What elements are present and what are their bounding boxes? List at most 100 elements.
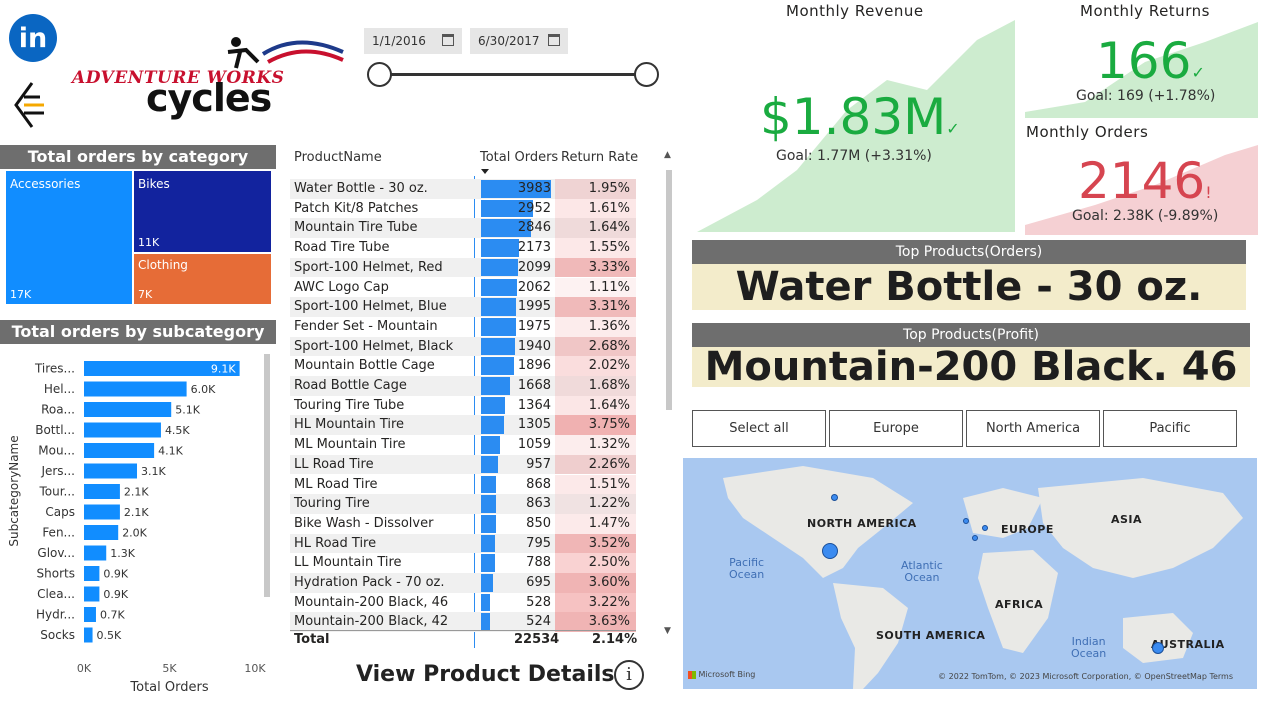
bar[interactable] xyxy=(84,361,240,376)
return-rate-value: 3.33% xyxy=(588,259,630,275)
orders-value: 1305 xyxy=(517,417,551,433)
treemap-bikes[interactable]: Bikes 11K xyxy=(134,171,271,252)
table-row[interactable]: Mountain Tire Tube 2846 1.64% xyxy=(290,218,636,239)
date-slider-track[interactable] xyxy=(380,73,646,76)
bar[interactable] xyxy=(84,545,107,561)
treemap-clothing[interactable]: Clothing 7K xyxy=(134,254,271,304)
bar[interactable] xyxy=(84,422,161,438)
return-rate-value: 1.51% xyxy=(588,476,630,492)
sort-desc-icon xyxy=(481,169,489,174)
bar[interactable] xyxy=(84,484,120,499)
table-row[interactable]: Touring Tire 863 1.22% xyxy=(290,494,636,514)
return-rate-value: 3.60% xyxy=(588,575,630,590)
bar[interactable] xyxy=(84,463,138,479)
table-row[interactable]: Bike Wash - Dissolver 850 1.47% xyxy=(290,513,636,534)
view-product-details-button[interactable]: View Product Details xyxy=(356,662,615,687)
table-row[interactable]: Mountain Bottle Cage 1896 2.02% xyxy=(290,356,636,376)
category-tick-label: Mou... xyxy=(38,444,75,458)
region-europe-button[interactable]: Europe xyxy=(829,410,963,447)
bar[interactable] xyxy=(84,566,100,581)
return-rate-value: 2.50% xyxy=(588,555,630,571)
header-product-name[interactable]: ProductName xyxy=(294,150,382,165)
bar[interactable] xyxy=(84,525,119,540)
table-row[interactable]: ML Mountain Tire 1059 1.32% xyxy=(290,435,636,455)
table-row[interactable]: Road Tire Tube 2173 1.55% xyxy=(290,238,636,258)
data-label: 9.1K xyxy=(211,363,236,376)
map-copyright[interactable]: © 2022 TomTom, © 2023 Microsoft Corporat… xyxy=(938,672,1233,681)
scrollbar-thumb[interactable] xyxy=(666,170,672,410)
end-date-input[interactable]: 6/30/2017 xyxy=(470,28,568,54)
table-row[interactable]: Road Bottle Cage 1668 1.68% xyxy=(290,376,636,396)
return-rate-cell: 3.60% xyxy=(555,573,636,593)
map-bubble[interactable] xyxy=(972,535,978,541)
orders-cell: 795 xyxy=(479,534,555,554)
region-north-america-button[interactable]: North America xyxy=(966,410,1100,447)
map-bubble[interactable] xyxy=(831,494,838,501)
treemap-label: Accessories xyxy=(10,177,81,191)
map-bubble[interactable] xyxy=(1152,642,1164,654)
info-icon[interactable]: i xyxy=(614,660,644,690)
region-pacific-button[interactable]: Pacific xyxy=(1103,410,1237,447)
scroll-down-icon[interactable]: ▼ xyxy=(664,626,671,636)
table-row[interactable]: LL Mountain Tire 788 2.50% xyxy=(290,553,636,573)
bar[interactable] xyxy=(84,627,93,643)
bar[interactable] xyxy=(84,607,96,622)
returns-title: Monthly Returns xyxy=(1080,2,1210,20)
returns-number: 166 xyxy=(1096,32,1192,90)
calendar-icon[interactable] xyxy=(442,34,454,46)
table-row[interactable]: Sport-100 Helmet, Red 2099 3.33% xyxy=(290,257,636,278)
table-row[interactable]: Touring Tire Tube 1364 1.64% xyxy=(290,395,636,416)
label-north-america: NORTH AMERICA xyxy=(807,517,917,530)
map-bubble[interactable] xyxy=(963,518,969,524)
orders-cell: 868 xyxy=(479,475,555,495)
total-return-rate: 2.14% xyxy=(592,632,638,647)
table-row[interactable]: LL Road Tire 957 2.26% xyxy=(290,454,636,475)
header-return-rate[interactable]: Return Rate xyxy=(561,150,639,165)
return-rate-cell: 1.95% xyxy=(555,179,636,199)
calendar-icon[interactable] xyxy=(548,34,560,46)
bar[interactable] xyxy=(84,443,155,458)
chart-scrollbar[interactable] xyxy=(264,354,270,597)
table-row[interactable]: Mountain-200 Black, 42 524 3.63% xyxy=(290,612,636,633)
region-select-all-button[interactable]: Select all xyxy=(692,410,826,447)
map-bubble[interactable] xyxy=(982,525,988,531)
table-row[interactable]: Hydration Pack - 70 oz. 695 3.60% xyxy=(290,573,636,593)
table-row[interactable]: HL Road Tire 795 3.52% xyxy=(290,533,636,554)
treemap-accessories[interactable]: Accessories 17K xyxy=(6,171,132,304)
linkedin-icon[interactable]: in xyxy=(9,14,57,62)
orders-title: Monthly Orders xyxy=(1026,123,1149,141)
date-slider-end-handle[interactable] xyxy=(634,62,659,87)
bar[interactable] xyxy=(84,381,187,397)
table-row[interactable]: AWC Logo Cap 2062 1.11% xyxy=(290,277,636,298)
orders-cell: 788 xyxy=(479,553,555,573)
bar[interactable] xyxy=(84,504,120,520)
scroll-up-icon[interactable]: ▲ xyxy=(664,150,671,160)
label-pacific-ocean: Pacific Ocean xyxy=(729,556,765,581)
table-row[interactable]: Mountain-200 Black, 46 528 3.22% xyxy=(290,592,636,613)
table-scrollbar[interactable]: ▲ ▼ xyxy=(664,150,674,636)
table-row[interactable]: Sport-100 Helmet, Black 1940 2.68% xyxy=(290,336,636,357)
orders-value: 2846 xyxy=(517,220,551,236)
table-row[interactable]: Sport-100 Helmet, Blue 1995 3.31% xyxy=(290,297,636,317)
map-bubble[interactable] xyxy=(822,543,838,559)
date-slider-start-handle[interactable] xyxy=(367,62,392,87)
return-rate-cell: 1.11% xyxy=(555,277,636,298)
orders-cell: 1668 xyxy=(479,376,555,396)
header-total-orders[interactable]: Total Orders xyxy=(480,150,559,165)
orders-databar xyxy=(481,180,551,198)
return-rate-value: 1.32% xyxy=(588,437,630,453)
table-row[interactable]: Patch Kit/8 Patches 2952 1.61% xyxy=(290,198,636,219)
world-map[interactable]: NORTH AMERICA EUROPE ASIA AFRICA SOUTH A… xyxy=(683,458,1257,689)
data-label: 4.1K xyxy=(158,445,183,458)
table-row[interactable]: HL Mountain Tire 1305 3.75% xyxy=(290,415,636,436)
bar[interactable] xyxy=(84,586,100,602)
return-rate-cell: 1.32% xyxy=(555,435,636,455)
orders-value: 795 xyxy=(526,535,551,551)
table-row[interactable]: Fender Set - Mountain 1975 1.36% xyxy=(290,316,636,337)
table-row[interactable]: Water Bottle - 30 oz. 3983 1.95% xyxy=(290,179,636,199)
bar[interactable] xyxy=(84,402,172,417)
returns-goal: Goal: 169 (+1.78%) xyxy=(1076,88,1216,104)
start-date-input[interactable]: 1/1/2016 xyxy=(364,28,462,54)
table-row[interactable]: ML Road Tire 868 1.51% xyxy=(290,474,636,495)
category-tick-label: Jers... xyxy=(40,464,75,478)
